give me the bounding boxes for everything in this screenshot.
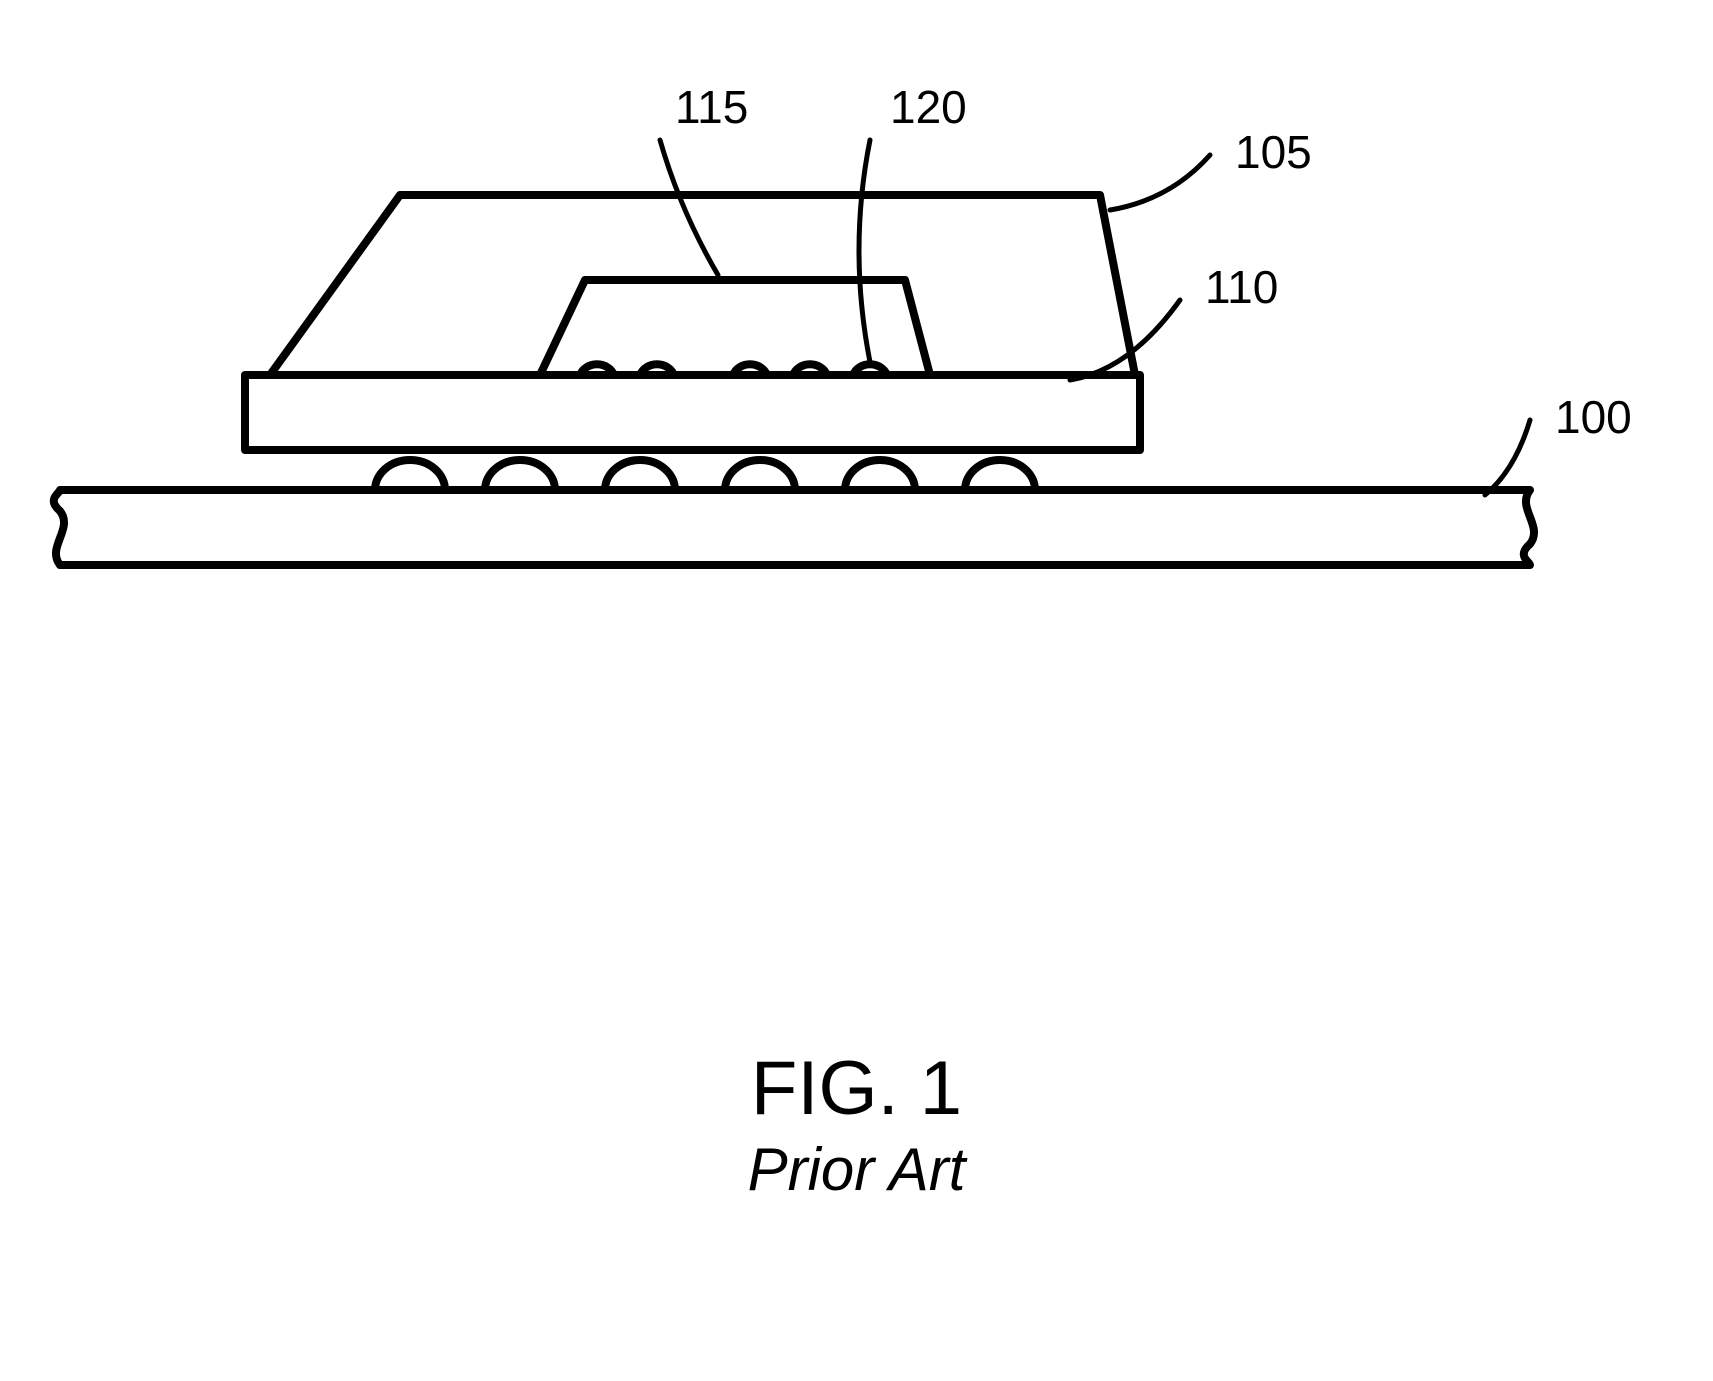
large-ball-1 (375, 460, 445, 490)
figure-subtitle: Prior Art (748, 1135, 966, 1204)
label-100: 100 (1555, 390, 1632, 444)
figure-1-diagram: 115 120 105 110 100 FIG. 1 Prior Art (0, 0, 1713, 1381)
large-ball-4 (725, 460, 795, 490)
substrate-rect (245, 375, 1140, 450)
large-ball-3 (605, 460, 675, 490)
label-115: 115 (675, 80, 748, 134)
large-ball-5 (845, 460, 915, 490)
leader-105 (1110, 155, 1210, 210)
large-ball-2 (485, 460, 555, 490)
large-ball-6 (965, 460, 1035, 490)
figure-title: FIG. 1 (751, 1045, 962, 1132)
label-110: 110 (1205, 260, 1278, 314)
leader-100 (1485, 420, 1530, 495)
leader-115 (660, 140, 718, 275)
label-120: 120 (890, 80, 967, 134)
base-board (54, 490, 1534, 565)
label-105: 105 (1235, 125, 1312, 179)
